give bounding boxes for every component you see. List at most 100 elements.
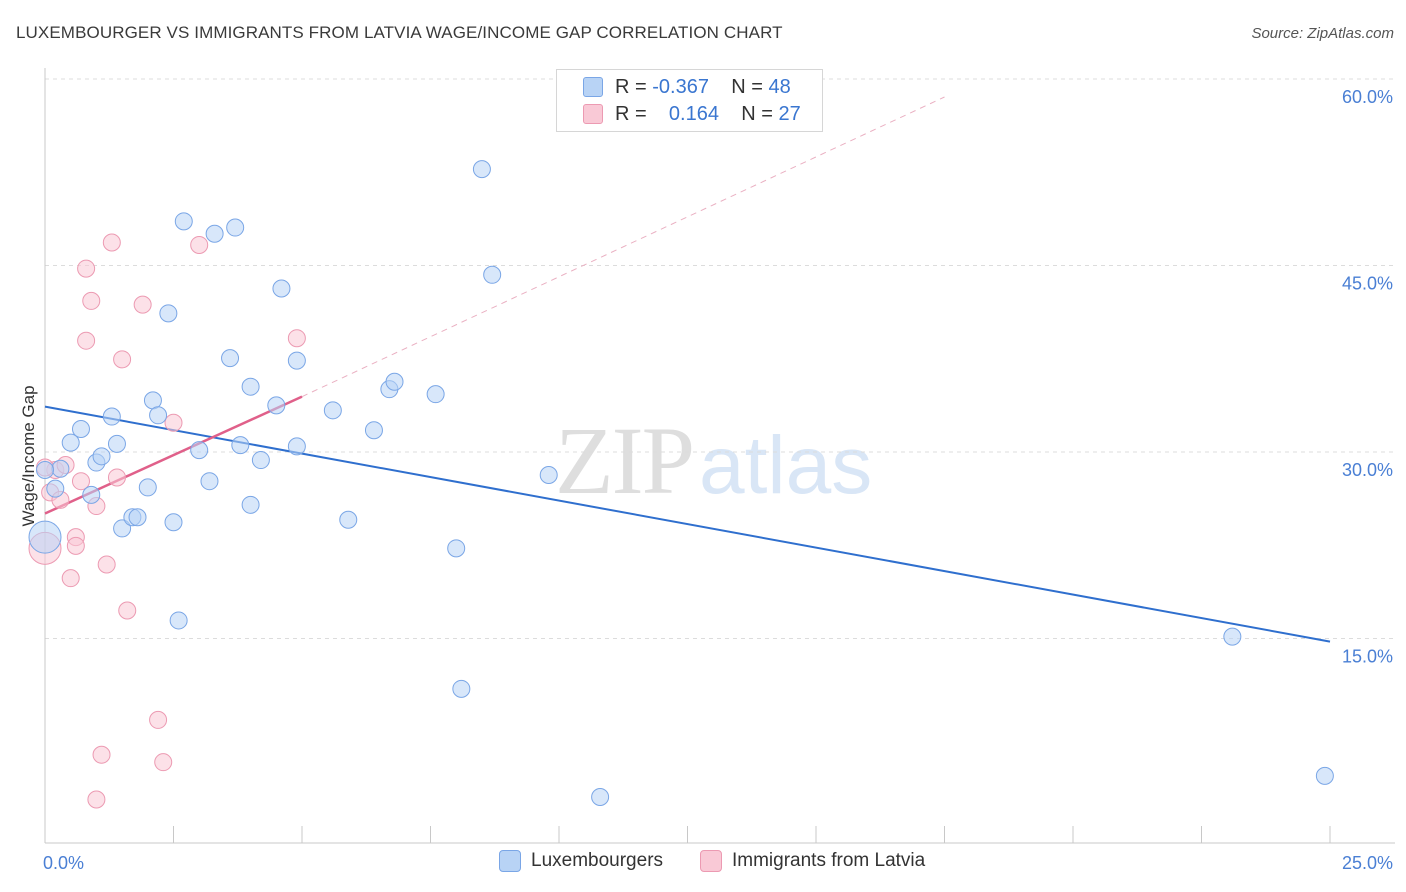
- axes: [44, 68, 1395, 844]
- legend-n-label: N =: [731, 75, 763, 98]
- point-luxembourgers: [82, 485, 101, 504]
- point-luxembourgers: [190, 441, 209, 460]
- legend-n-value: 27: [778, 102, 801, 125]
- legend-r-label: R =: [615, 102, 647, 125]
- point-luxembourgers: [143, 391, 162, 410]
- legend-swatch-blue: [583, 77, 603, 97]
- point-luxembourgers: [272, 279, 291, 298]
- point-luxembourgers: [483, 265, 502, 284]
- point-luxembourgers: [241, 495, 260, 514]
- y-tick-label: 45.0%: [1342, 274, 1393, 294]
- point-latvia: [82, 291, 101, 310]
- point-latvia: [154, 753, 173, 772]
- point-luxembourgers: [138, 478, 157, 497]
- point-luxembourgers: [1223, 627, 1242, 646]
- point-luxembourgers: [36, 461, 54, 479]
- stats-legend: R = -0.367 N = 48 R = 0.164 N = 27: [556, 69, 823, 132]
- point-luxembourgers: [1315, 766, 1334, 785]
- point-luxembourgers: [591, 787, 610, 806]
- point-latvia: [61, 569, 80, 588]
- point-luxembourgers: [169, 611, 188, 630]
- point-latvia: [77, 331, 96, 350]
- trend-extension-latvia: [301, 96, 945, 398]
- point-luxembourgers: [205, 224, 224, 243]
- point-latvia: [149, 710, 168, 729]
- legend-swatch-pink: [700, 850, 722, 872]
- point-luxembourgers: [231, 436, 250, 455]
- point-luxembourgers: [28, 520, 62, 554]
- y-tick-label: 30.0%: [1342, 460, 1393, 480]
- point-luxembourgers: [226, 218, 245, 237]
- point-latvia: [133, 295, 152, 314]
- point-luxembourgers: [71, 419, 90, 438]
- legend-item-luxembourgers[interactable]: Luxembourgers: [499, 850, 663, 872]
- legend-row-latvia: R = 0.164 N = 27: [583, 102, 801, 126]
- legend-label: Luxembourgers: [531, 850, 664, 871]
- point-luxembourgers: [51, 459, 70, 478]
- point-luxembourgers: [241, 377, 260, 396]
- point-latvia: [77, 259, 96, 278]
- point-luxembourgers: [472, 160, 491, 179]
- gridlines: [45, 78, 1395, 639]
- point-luxembourgers: [267, 396, 286, 415]
- data-points: [28, 160, 1334, 809]
- x-tick-label: 25.0%: [1342, 853, 1393, 873]
- point-luxembourgers: [385, 372, 404, 391]
- point-latvia: [102, 233, 121, 252]
- legend-r-value: -0.367: [652, 75, 709, 98]
- series-legend: Luxembourgers Immigrants from Latvia: [0, 850, 1406, 878]
- point-luxembourgers: [447, 539, 466, 558]
- point-latvia: [71, 472, 90, 491]
- point-luxembourgers: [339, 510, 358, 529]
- legend-row-luxembourgers: R = -0.367 N = 48: [583, 75, 791, 99]
- point-luxembourgers: [287, 351, 306, 370]
- legend-item-latvia[interactable]: Immigrants from Latvia: [700, 850, 925, 872]
- point-luxembourgers: [251, 451, 270, 470]
- point-latvia: [66, 536, 85, 555]
- point-luxembourgers: [149, 406, 168, 425]
- point-luxembourgers: [61, 433, 80, 452]
- legend-r-label: R =: [615, 75, 647, 98]
- legend-n-value: 48: [768, 75, 791, 98]
- point-luxembourgers: [113, 519, 132, 538]
- point-luxembourgers: [102, 407, 121, 426]
- y-axis-label: Wage/Income Gap: [19, 385, 38, 526]
- point-latvia: [287, 329, 306, 348]
- point-luxembourgers: [128, 508, 147, 527]
- point-latvia: [118, 601, 137, 620]
- point-luxembourgers: [107, 434, 126, 453]
- point-luxembourgers: [287, 437, 306, 456]
- point-luxembourgers: [159, 304, 178, 323]
- x-tick-label: 0.0%: [43, 853, 84, 873]
- trend-lines: [44, 96, 1331, 643]
- legend-r-value: 0.164: [668, 102, 719, 125]
- point-luxembourgers: [174, 212, 193, 231]
- point-luxembourgers: [539, 465, 558, 484]
- trend-line-luxembourgers: [44, 405, 1331, 643]
- point-luxembourgers: [364, 421, 383, 440]
- y-tick-label: 60.0%: [1342, 87, 1393, 107]
- point-luxembourgers: [221, 349, 240, 368]
- point-luxembourgers: [46, 479, 65, 498]
- point-luxembourgers: [426, 385, 445, 404]
- point-latvia: [87, 790, 106, 809]
- point-latvia: [190, 235, 209, 254]
- point-latvia: [97, 555, 116, 574]
- point-luxembourgers: [164, 513, 183, 532]
- point-latvia: [164, 413, 183, 432]
- point-luxembourgers: [323, 401, 342, 420]
- chart-title: LUXEMBOURGER VS IMMIGRANTS FROM LATVIA W…: [16, 23, 783, 42]
- legend-label: Immigrants from Latvia: [732, 850, 926, 871]
- legend-swatch-blue: [499, 850, 521, 872]
- point-latvia: [113, 350, 132, 369]
- point-latvia: [107, 468, 126, 487]
- point-luxembourgers: [92, 447, 111, 466]
- source-label: Source: ZipAtlas.com: [1251, 25, 1394, 42]
- legend-n-label: N =: [741, 102, 773, 125]
- point-latvia: [92, 745, 111, 764]
- tick-labels: 15.0% 30.0% 45.0% 60.0% 0.0% 25.0%: [43, 87, 1393, 873]
- point-luxembourgers: [200, 472, 219, 491]
- y-tick-label: 15.0%: [1342, 647, 1393, 667]
- legend-swatch-pink: [583, 104, 603, 124]
